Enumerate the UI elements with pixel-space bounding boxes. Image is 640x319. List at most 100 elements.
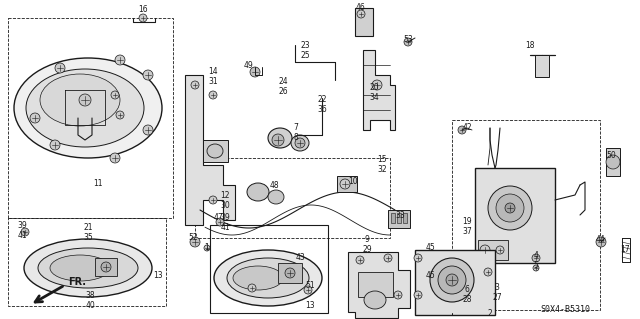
Text: 27: 27	[492, 293, 502, 302]
Circle shape	[496, 246, 504, 254]
Text: 5: 5	[534, 261, 538, 270]
Circle shape	[216, 218, 224, 226]
Ellipse shape	[38, 248, 138, 288]
Polygon shape	[363, 50, 395, 130]
Text: 52: 52	[188, 233, 198, 241]
Bar	[8, 18, 173, 218]
Ellipse shape	[24, 239, 152, 297]
Text: S0X4-B5310: S0X4-B5310	[540, 306, 590, 315]
Ellipse shape	[227, 258, 309, 298]
Text: 44: 44	[596, 235, 606, 244]
Bar	[452, 120, 600, 310]
Circle shape	[143, 125, 153, 135]
Circle shape	[533, 265, 539, 271]
Ellipse shape	[40, 74, 120, 126]
Circle shape	[250, 67, 260, 77]
Text: 51: 51	[305, 280, 315, 290]
Circle shape	[414, 254, 422, 262]
Text: 33: 33	[395, 211, 405, 219]
Text: 17: 17	[620, 246, 630, 255]
Ellipse shape	[14, 58, 162, 158]
Text: 31: 31	[208, 78, 218, 86]
Circle shape	[488, 186, 532, 230]
Circle shape	[21, 228, 29, 236]
Text: 18: 18	[525, 41, 535, 49]
Text: 13: 13	[153, 271, 163, 279]
Text: FR.: FR.	[68, 277, 86, 287]
Text: 41: 41	[17, 231, 27, 240]
Bar	[478, 240, 508, 260]
Circle shape	[272, 134, 284, 146]
Bar	[397, 213, 401, 223]
Text: 42: 42	[462, 123, 472, 132]
Bar	[337, 176, 357, 192]
Text: 22: 22	[317, 95, 327, 105]
Bar	[278, 263, 302, 283]
Circle shape	[79, 94, 91, 106]
Circle shape	[116, 111, 124, 119]
Circle shape	[438, 266, 466, 294]
Bar	[475, 168, 555, 263]
Bar	[535, 55, 549, 77]
Ellipse shape	[268, 128, 292, 148]
Text: 50: 50	[606, 151, 616, 160]
Text: 4: 4	[534, 250, 538, 259]
Ellipse shape	[268, 190, 284, 204]
Circle shape	[111, 91, 119, 99]
Text: 14: 14	[208, 68, 218, 77]
Text: 40: 40	[85, 300, 95, 309]
Text: 19: 19	[462, 218, 472, 226]
Text: 34: 34	[369, 93, 379, 102]
Text: 43: 43	[295, 254, 305, 263]
Ellipse shape	[50, 255, 110, 281]
Text: 3: 3	[495, 284, 499, 293]
Bar	[95, 258, 117, 276]
Ellipse shape	[291, 135, 309, 151]
Ellipse shape	[233, 266, 283, 290]
Text: 45: 45	[425, 243, 435, 253]
Text: 24: 24	[278, 78, 288, 86]
Text: 39: 39	[220, 213, 230, 222]
Bar	[606, 148, 620, 176]
Text: 53: 53	[403, 35, 413, 44]
Circle shape	[304, 286, 312, 294]
Text: 49: 49	[243, 61, 253, 70]
Circle shape	[340, 179, 350, 189]
Circle shape	[50, 140, 60, 150]
Text: 1: 1	[205, 242, 209, 251]
Text: 39: 39	[17, 220, 27, 229]
Bar	[358, 272, 393, 297]
Text: 26: 26	[278, 87, 288, 97]
Ellipse shape	[207, 144, 223, 158]
Text: 9: 9	[365, 235, 369, 244]
Circle shape	[209, 91, 217, 99]
Ellipse shape	[26, 69, 144, 147]
Text: 23: 23	[300, 41, 310, 49]
Text: 46: 46	[356, 4, 366, 12]
Circle shape	[372, 80, 382, 90]
Circle shape	[505, 203, 515, 213]
Circle shape	[484, 268, 492, 276]
Text: 15: 15	[377, 155, 387, 165]
Circle shape	[101, 262, 111, 272]
Bar	[195, 158, 390, 238]
Circle shape	[384, 254, 392, 262]
Text: 11: 11	[93, 179, 103, 188]
Polygon shape	[348, 252, 410, 318]
Circle shape	[115, 55, 125, 65]
Bar	[415, 250, 495, 315]
Text: 20: 20	[369, 84, 379, 93]
Text: 2: 2	[488, 308, 492, 317]
Text: 28: 28	[462, 295, 472, 305]
Circle shape	[209, 196, 217, 204]
Bar	[210, 225, 328, 313]
Ellipse shape	[214, 250, 322, 306]
Text: 37: 37	[462, 227, 472, 236]
Bar	[355, 8, 373, 36]
Bar	[403, 213, 407, 223]
Circle shape	[190, 237, 200, 247]
Text: 6: 6	[465, 286, 469, 294]
Text: 16: 16	[138, 5, 148, 14]
Bar	[391, 213, 395, 223]
Text: 41: 41	[220, 224, 230, 233]
